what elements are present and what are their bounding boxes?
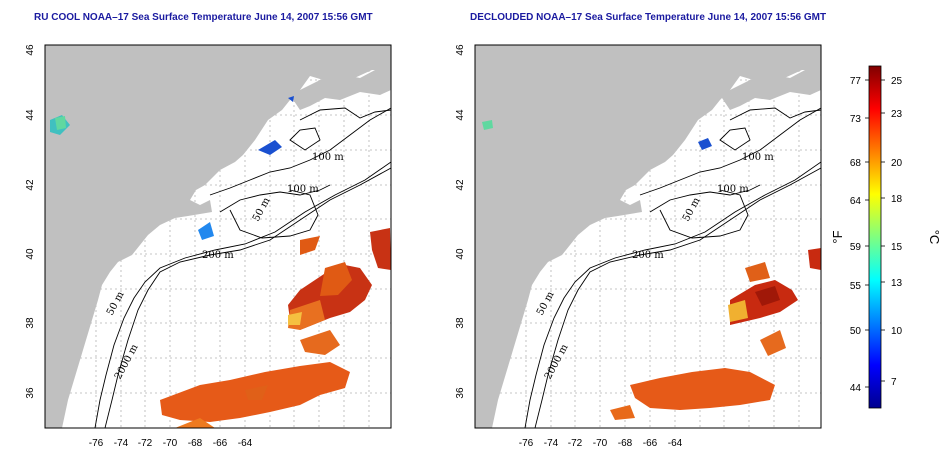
x-tick-label: -76 <box>89 438 104 449</box>
sst-data <box>482 120 821 420</box>
fahrenheit-tick: 77 <box>850 76 862 87</box>
land-mass <box>475 45 821 428</box>
x-tick-label: -74 <box>114 438 129 449</box>
x-tick-label: -76 <box>519 438 534 449</box>
x-tick-label: -70 <box>593 438 608 449</box>
y-tick-label: 44 <box>455 109 466 121</box>
celsius-tick: 20 <box>891 158 903 169</box>
fahrenheit-tick: 73 <box>850 114 862 125</box>
y-tick-label: 46 <box>25 44 36 56</box>
x-tick-label: -70 <box>163 438 178 449</box>
colorbar-gradient <box>868 65 882 409</box>
right-map-title: DECLOUDED NOAA–17 Sea Surface Temperatur… <box>470 12 827 23</box>
celsius-tick: 10 <box>891 326 903 337</box>
x-tick-label: -64 <box>238 438 253 449</box>
celsius-tick: 13 <box>891 278 903 289</box>
y-tick-label: 42 <box>455 179 466 191</box>
celsius-tick: 23 <box>891 109 903 120</box>
celsius-tick: 18 <box>891 194 903 205</box>
contour-label: 200 m <box>202 250 234 261</box>
left-map-title: RU COOL NOAA–17 Sea Surface Temperature … <box>34 12 373 23</box>
fahrenheit-tick: 59 <box>850 242 862 253</box>
bathymetry-contours <box>94 107 391 428</box>
celsius-tick: 15 <box>891 242 903 253</box>
x-tick-label: -66 <box>213 438 228 449</box>
fahrenheit-tick: 64 <box>850 196 862 207</box>
x-tick-label: -64 <box>668 438 683 449</box>
x-tick-label: -72 <box>568 438 583 449</box>
contour-label: 100 m <box>312 152 344 163</box>
x-tick-label: -72 <box>138 438 153 449</box>
celsius-tick: 7 <box>891 377 897 388</box>
celsius-unit-label: °C <box>927 230 942 245</box>
bathymetry-contours <box>524 107 821 428</box>
contour-label: 100 m <box>287 184 319 195</box>
fahrenheit-tick: 44 <box>850 383 862 394</box>
y-tick-label: 46 <box>455 44 466 56</box>
contour-label: 200 m <box>632 250 664 261</box>
x-axis: -76 -74 -72 -70 -68 -66 -64 <box>89 438 253 449</box>
y-tick-label: 40 <box>455 248 466 260</box>
fahrenheit-tick: 68 <box>850 158 862 169</box>
x-tick-label: -68 <box>618 438 633 449</box>
land-mass <box>45 45 391 428</box>
y-tick-label: 42 <box>25 179 36 191</box>
y-tick-label: 40 <box>25 248 36 260</box>
celsius-tick: 25 <box>891 76 903 87</box>
contour-label: 100 m <box>717 184 749 195</box>
y-tick-label: 36 <box>455 387 466 399</box>
sst-data <box>50 96 391 428</box>
left-sst-map: 100 m 100 m 50 m 200 m 50 m 2000 m -76 -… <box>25 44 392 449</box>
fahrenheit-tick: 50 <box>850 326 862 337</box>
y-tick-label: 36 <box>25 387 36 399</box>
temperature-colorbar: 77 73 68 64 59 55 50 44 25 23 20 18 15 1… <box>830 65 942 409</box>
y-axis: 36 38 40 42 44 46 <box>455 44 466 399</box>
right-sst-map: 100 m 100 m 50 m 200 m 50 m 2000 m -76 -… <box>455 44 822 449</box>
y-axis: 36 38 40 42 44 46 <box>25 44 36 399</box>
x-axis: -76 -74 -72 -70 -68 -66 -64 <box>519 438 683 449</box>
x-tick-label: -66 <box>643 438 658 449</box>
fahrenheit-unit-label: °F <box>830 230 845 243</box>
y-tick-label: 38 <box>25 317 36 329</box>
y-tick-label: 44 <box>25 109 36 121</box>
fahrenheit-tick: 55 <box>850 281 862 292</box>
x-tick-label: -74 <box>544 438 559 449</box>
x-tick-label: -68 <box>188 438 203 449</box>
contour-label: 100 m <box>742 152 774 163</box>
y-tick-label: 38 <box>455 317 466 329</box>
